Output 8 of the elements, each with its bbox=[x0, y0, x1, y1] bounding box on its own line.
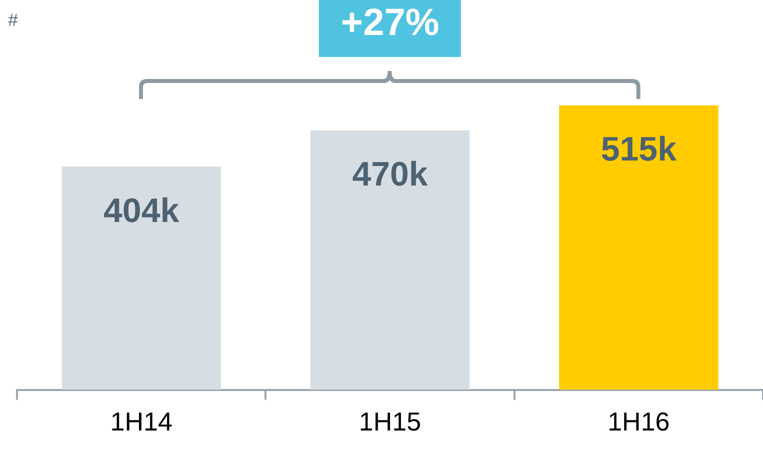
data-label: 404k bbox=[104, 192, 180, 230]
text: # bbox=[8, 10, 18, 31]
data-label: 515k bbox=[600, 130, 677, 169]
x-tick-label: 1H15 bbox=[358, 406, 422, 437]
x-tick-label: 1H16 bbox=[608, 406, 670, 437]
data-label: 470k bbox=[352, 156, 428, 194]
text: +27% bbox=[318, 0, 462, 58]
x-tick-label: 1H14 bbox=[110, 406, 172, 437]
